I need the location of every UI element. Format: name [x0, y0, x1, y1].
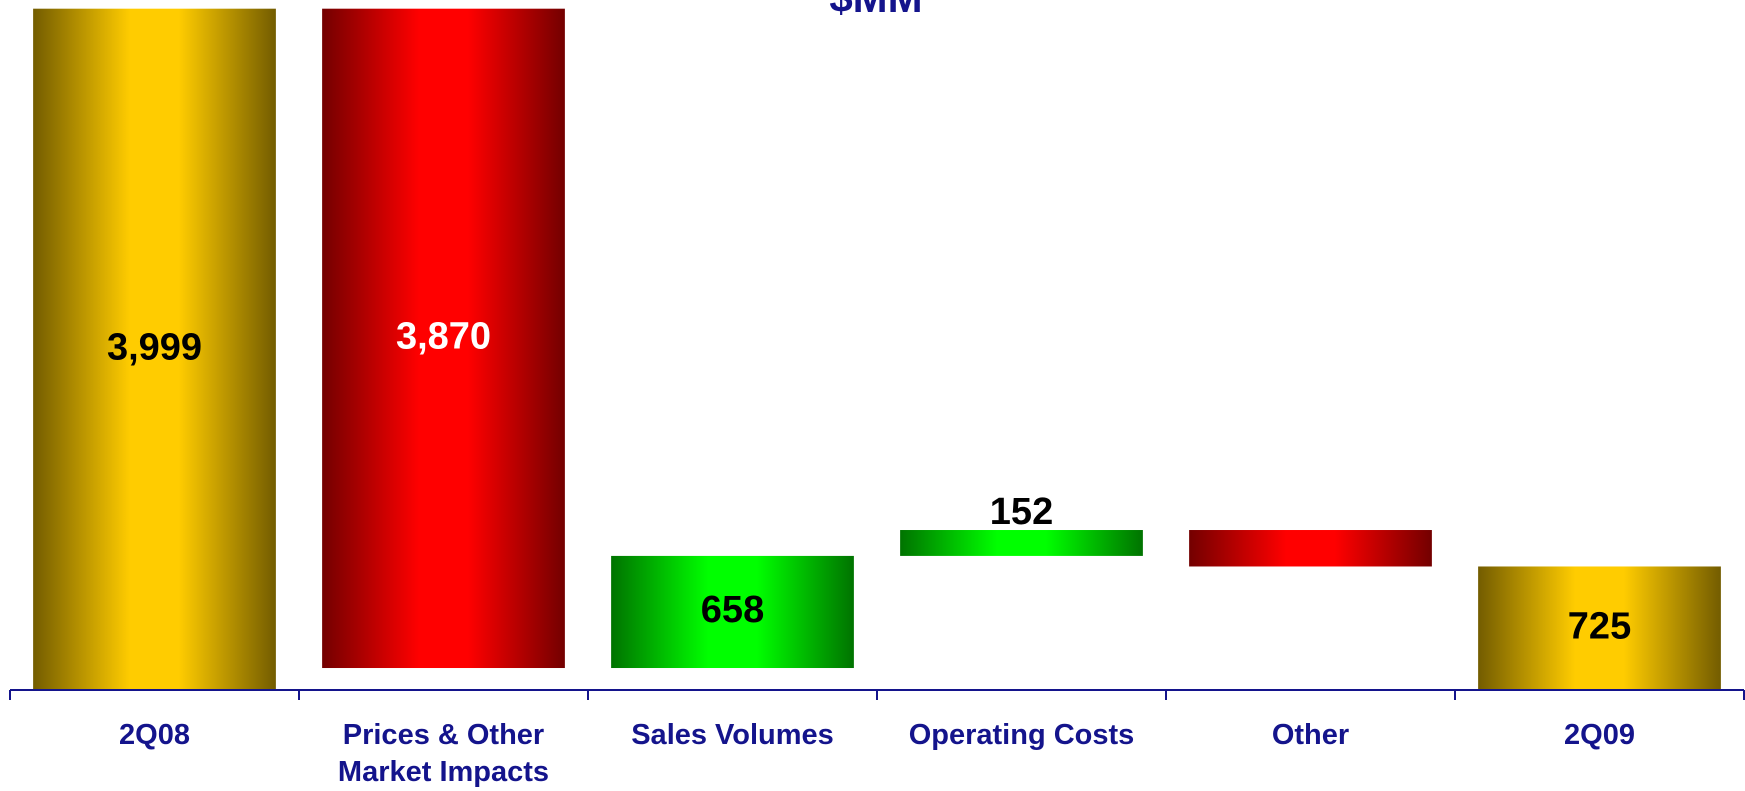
x-tick-label: Prices & Other Market Impacts: [337, 719, 550, 788]
value-label: 658: [701, 589, 764, 631]
value-label: 214: [1279, 491, 1342, 533]
chart-title: $MM: [829, 0, 922, 21]
x-tick-label: Sales Volumes: [631, 719, 834, 751]
bar: [611, 555, 854, 669]
bar: [33, 8, 276, 690]
x-tick-label: 2Q09: [1564, 719, 1635, 751]
x-tick-label: Other: [1271, 719, 1350, 751]
x-tick-label: 2Q08: [119, 719, 190, 751]
bar: [322, 8, 565, 669]
bar: [1478, 566, 1721, 690]
bar: [900, 530, 1143, 556]
value-label: 152: [990, 491, 1053, 533]
value-label: 725: [1568, 605, 1631, 647]
value-label: 3,870: [396, 315, 491, 357]
bar: [1189, 530, 1432, 567]
x-tick-label: Operating Costs: [908, 719, 1135, 751]
value-label: 3,999: [107, 326, 202, 368]
